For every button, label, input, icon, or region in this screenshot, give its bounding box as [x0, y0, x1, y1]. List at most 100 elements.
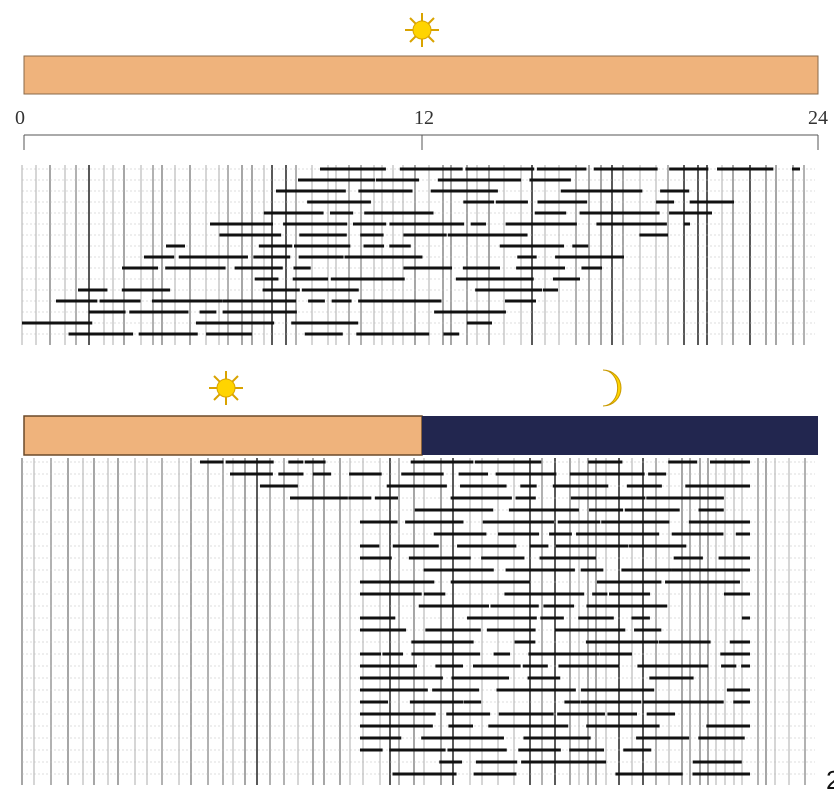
texture-bout [581, 267, 602, 270]
moon-icon [603, 370, 621, 406]
texture-bout [523, 737, 590, 740]
texture-bout [520, 485, 536, 488]
texture-bout [434, 533, 487, 536]
texture-bout [425, 629, 480, 632]
texture-bout [230, 473, 273, 476]
texture-bout [389, 749, 445, 752]
texture-bout [487, 629, 536, 632]
texture-bout [421, 737, 504, 740]
sun-icon [209, 371, 243, 405]
texture-bout [639, 234, 668, 237]
texture-bout [226, 461, 274, 464]
texture-bout [597, 581, 661, 584]
texture-bout [706, 725, 750, 728]
texture-bout [741, 665, 750, 668]
texture-bout [629, 545, 686, 548]
texture-bout [724, 593, 750, 596]
texture-bout [529, 179, 570, 182]
texture-bout [607, 713, 637, 716]
texture-bout [360, 701, 388, 704]
texture-bout [742, 617, 750, 620]
texture-bout [456, 278, 534, 281]
texture-bout [672, 533, 724, 536]
texture-bout [557, 713, 605, 716]
texture-bout [589, 509, 623, 512]
texture-bout [615, 773, 682, 776]
texture-bout [360, 581, 434, 584]
texture-bout [139, 333, 198, 336]
texture-bout [475, 461, 542, 464]
texture-bout [596, 223, 666, 226]
texture-bout [636, 737, 689, 740]
texture-bout [592, 593, 607, 596]
texture-bout [419, 605, 489, 608]
texture-bout [488, 725, 568, 728]
texture-bout [581, 569, 604, 572]
texture-bout [305, 333, 343, 336]
texture-bout [276, 190, 346, 193]
texture-bout [264, 212, 324, 215]
texture-bout [375, 497, 398, 500]
texture-bout [451, 497, 512, 500]
light-bar [24, 56, 818, 94]
texture-bout [586, 725, 659, 728]
texture-bout [387, 485, 447, 488]
texture-bout [206, 333, 252, 336]
texture-bout [649, 677, 693, 680]
texture-bout [727, 689, 750, 692]
texture-bout [305, 461, 326, 464]
texture-bout [364, 212, 433, 215]
texture-bout [403, 234, 446, 237]
sun-icon [405, 13, 439, 47]
texture-bout [465, 168, 534, 171]
texture-bout [556, 545, 629, 548]
texture-bout [571, 497, 646, 500]
texture-bout [364, 245, 385, 248]
texture-bout [600, 653, 632, 656]
texture-bout [446, 713, 490, 716]
texture-bout [307, 201, 371, 204]
texture-bout [331, 278, 405, 281]
texture-bout [558, 665, 619, 668]
texture-bout [646, 497, 724, 500]
texture-bout [299, 234, 346, 237]
texture-bout [792, 168, 800, 171]
texture-bout [699, 509, 724, 512]
texture-bout [506, 569, 575, 572]
scale-label: 0 [15, 107, 25, 129]
texture-bout [348, 497, 371, 500]
texture-bout [122, 267, 158, 270]
texture-bout [535, 212, 566, 215]
texture-bout [360, 713, 436, 716]
texture-bout [719, 557, 750, 560]
texture-bout [692, 773, 750, 776]
texture-bout [356, 333, 429, 336]
texture-bout [360, 677, 443, 680]
texture-bout [223, 311, 297, 314]
texture-bout [255, 278, 279, 281]
texture-bout [360, 665, 417, 668]
actogram-figure: 0 12 24 2 [0, 0, 834, 789]
texture-bout [360, 521, 398, 524]
light-phase [24, 416, 422, 455]
texture-bout [260, 485, 298, 488]
texture-bout [710, 461, 750, 464]
texture-bout [564, 701, 580, 704]
texture-bout [129, 311, 188, 314]
texture-bout [558, 521, 601, 524]
texture-bout [434, 311, 506, 314]
texture-bout [332, 300, 352, 303]
texture-bout [476, 761, 517, 764]
texture-bout [78, 289, 107, 292]
texture-bout [360, 737, 401, 740]
texture-bout [496, 201, 528, 204]
panel-label: 2 [826, 765, 834, 789]
texture-bout [659, 641, 711, 644]
texture-bout [447, 749, 506, 752]
texture-bout [392, 773, 456, 776]
texture-bout [219, 234, 281, 237]
texture-bout [403, 267, 452, 270]
texture-bout [424, 569, 494, 572]
texture-bout [496, 473, 557, 476]
texture-bout [459, 473, 488, 476]
